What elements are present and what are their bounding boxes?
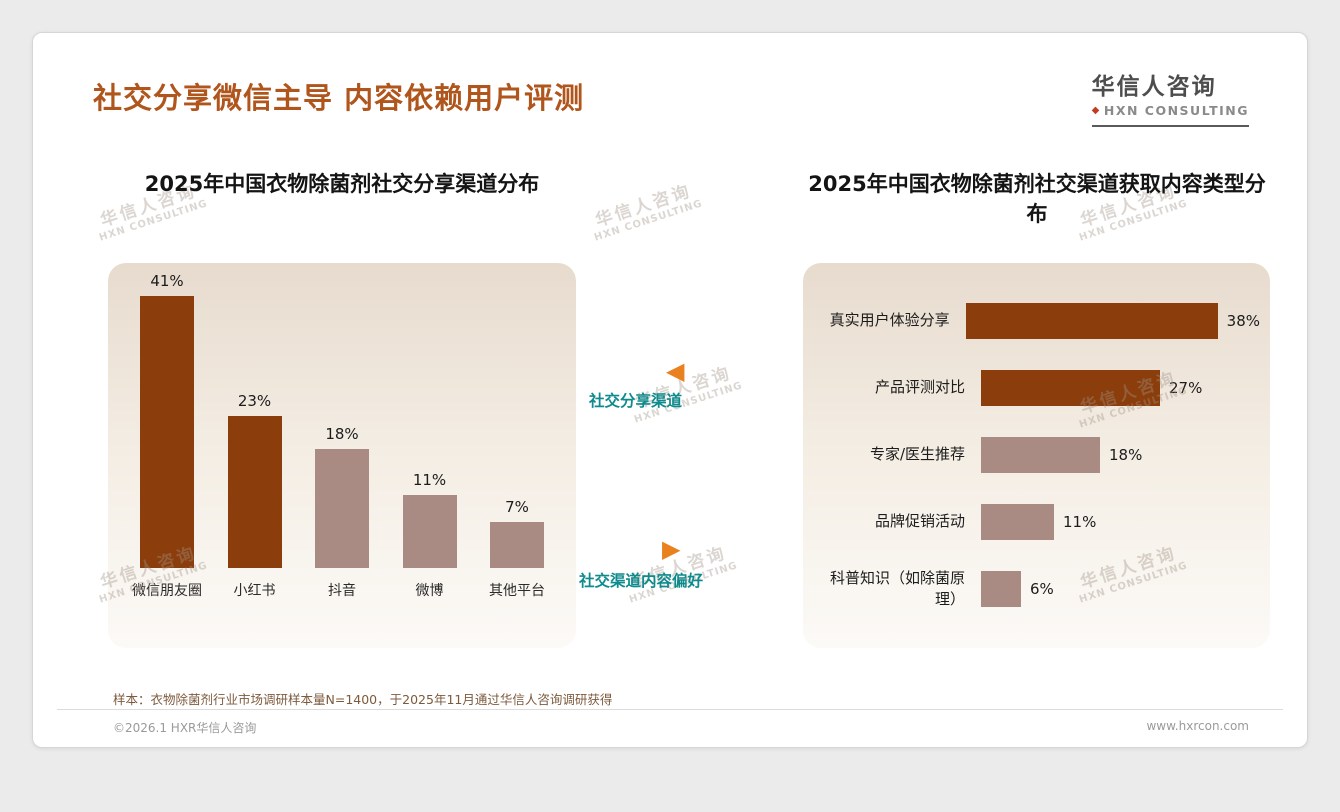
bar-row: 真实用户体验分享 38% (815, 287, 1260, 354)
bar-category-label: 小红书 (233, 583, 276, 599)
bar-category-label: 产品评测对比 (874, 378, 965, 397)
bar-category-label: 微信朋友圈 (132, 583, 202, 599)
horizontal-bar-chart: 真实用户体验分享 38% 产品评测对比 27% 专家/医生推荐 18% 品牌促销活动 11% 科… (815, 287, 1260, 622)
bar (981, 436, 1100, 473)
bar-category-label: 其他平台 (489, 583, 545, 599)
bar-column: 18% 抖音 (315, 425, 369, 628)
bar (140, 296, 194, 568)
bar-row: 品牌促销活动 11% (815, 488, 1260, 555)
bar-value-label: 7% (505, 498, 529, 516)
footer-website: www.hxrcon.com (1146, 719, 1249, 733)
arrow-right-icon: ▶ (662, 535, 681, 563)
bar-category-label: 真实用户体验分享 (829, 311, 950, 330)
logo-cn-text: 华信人咨询 (1091, 74, 1217, 100)
bar-value-label: 41% (150, 272, 184, 290)
bar-value-label: 11% (412, 471, 447, 489)
vertical-bar-chart: 41% 微信朋友圈 23% 小红书 18% 抖音 11% 微博 7% 其他平台 (132, 267, 545, 628)
arrow-left-icon: ◀ (666, 357, 685, 385)
bar-category-label: 微博 (415, 583, 444, 599)
bar-value-label: 27% (1169, 378, 1203, 397)
right-chart-card: 真实用户体验分享 38% 产品评测对比 27% 专家/医生推荐 18% 品牌促销活动 11% 科… (803, 263, 1270, 648)
company-logo: 华信人咨询 ◆ HXN CONSULTING (1091, 67, 1249, 127)
bar-column: 7% 其他平台 (489, 498, 545, 628)
bar-value-label: 6% (1030, 579, 1054, 598)
bar-column: 11% 微博 (402, 471, 457, 628)
logo-en-text: ◆ HXN CONSULTING (1091, 103, 1249, 118)
bar-column: 23% 小红书 (227, 392, 282, 628)
bar-row: 产品评测对比 27% (815, 354, 1260, 421)
bar-row: 专家/医生推荐 18% (815, 421, 1260, 488)
left-chart-card: 41% 微信朋友圈 23% 小红书 18% 抖音 11% 微博 7% 其他平台 (108, 263, 576, 648)
bar (981, 503, 1054, 540)
bar-category-label: 品牌促销活动 (874, 512, 965, 531)
left-annotation-label: 社交分享渠道 (589, 392, 683, 410)
footer-copyright: ©2026.1 HXR华信人咨询 (113, 721, 257, 735)
bar-value-label: 23% (237, 392, 272, 410)
page-title: 社交分享微信主导 内容依赖用户评测 (93, 81, 585, 115)
right-chart-title: 2025年中国衣物除菌剂社交渠道获取内容类型分布 (808, 172, 1266, 226)
bar-value-label: 18% (325, 425, 359, 443)
bar-category-label: 抖音 (328, 583, 356, 599)
bar (490, 522, 544, 568)
bar-value-label: 11% (1063, 512, 1097, 531)
bar-row: 科普知识（如除菌原理） 6% (815, 555, 1260, 622)
bar (227, 416, 282, 568)
bar (981, 570, 1021, 607)
bar (981, 369, 1160, 406)
bar (402, 495, 457, 568)
bar-column: 41% 微信朋友圈 (132, 272, 202, 628)
bar (315, 449, 369, 568)
footer: ©2026.1 HXR华信人咨询 www.hxrcon.com (57, 709, 1283, 736)
bar-value-label: 18% (1109, 445, 1143, 464)
right-annotation-label: 社交渠道内容偏好 (579, 572, 704, 590)
bar-value-label: 38% (1226, 311, 1260, 330)
bar (965, 302, 1218, 339)
logo-flame-icon: ◆ (1091, 104, 1101, 116)
sample-note: 样本：衣物除菌剂行业市场调研样本量N=1400，于2025年11月通过华信人咨询… (113, 692, 613, 707)
left-chart-title: 2025年中国衣物除菌剂社交分享渠道分布 (144, 172, 540, 196)
bar-category-label: 专家/医生推荐 (869, 445, 965, 464)
watermark: 华信人咨询 HXN CONSULTING (592, 181, 705, 244)
slide: 华信人咨询 HXN CONSULTING 华信人咨询 HXN CONSULTIN… (32, 32, 1308, 748)
bar-category-label: 科普知识（如除菌原理） (829, 569, 965, 608)
